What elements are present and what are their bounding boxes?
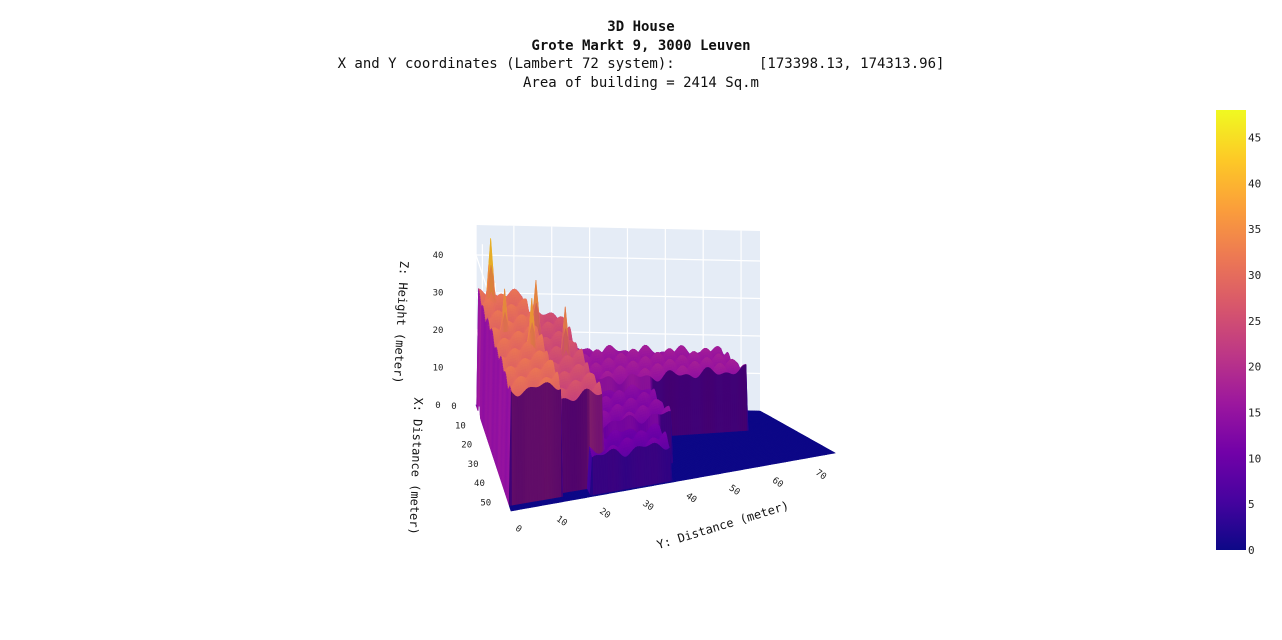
chart-title-block: 3D House Grote Markt 9, 3000 Leuven X an… <box>0 18 1282 92</box>
chart-address: Grote Markt 9, 3000 Leuven <box>531 37 751 54</box>
chart-area: Area of building = 2414 Sq.m <box>522 74 759 91</box>
z-gridline <box>475 291 761 300</box>
chart-coordinates: X and Y coordinates (Lambert 72 system):… <box>337 56 945 72</box>
z-gridline <box>475 254 761 262</box>
height-surface[interactable] <box>475 238 836 512</box>
chart-title: 3D House <box>607 19 675 35</box>
